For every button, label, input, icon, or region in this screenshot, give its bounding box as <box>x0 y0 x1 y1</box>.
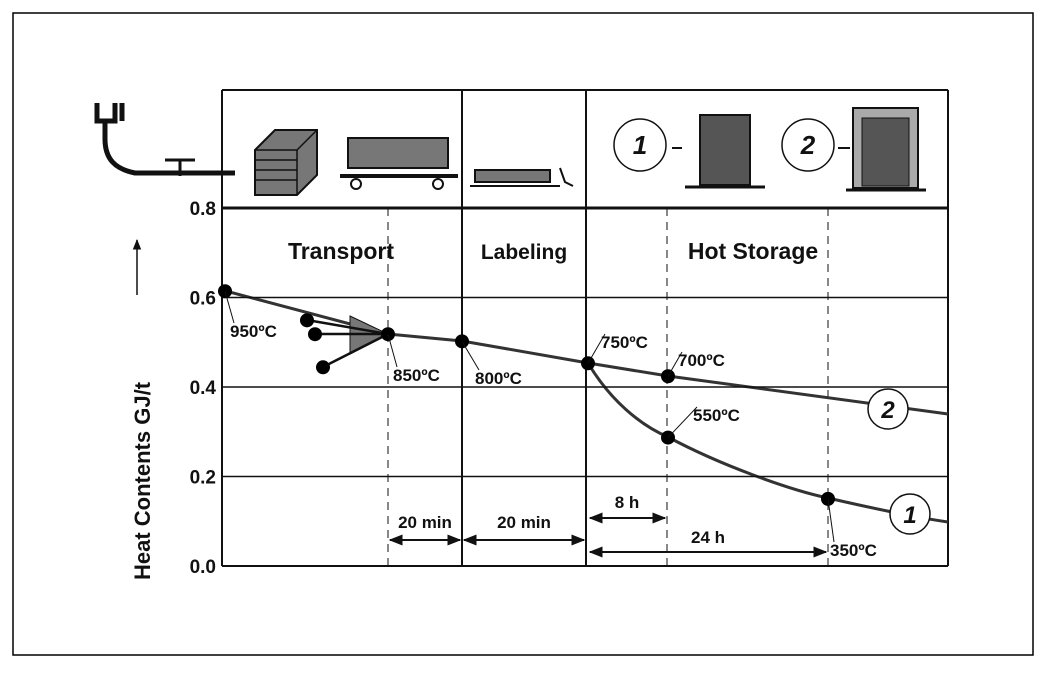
duration-label: 24 h <box>691 528 725 547</box>
y-tick-label: 0.2 <box>190 468 216 489</box>
duration-label: 8 h <box>615 493 640 512</box>
frame <box>12 12 1034 656</box>
temperature-label: 700ºC <box>678 351 725 370</box>
leader-line <box>224 291 235 324</box>
curve-label: 2 <box>880 397 895 424</box>
y-axis-title: Heat Contents GJ/t <box>130 381 155 580</box>
leader-line <box>827 498 835 543</box>
section-label: Labeling <box>481 241 567 264</box>
duration-label: 20 min <box>497 513 551 532</box>
y-tick-label: 0.8 <box>190 199 216 220</box>
leader-line <box>667 406 698 438</box>
temperature-label: 550ºC <box>693 406 740 425</box>
section-label: Transport <box>288 238 394 264</box>
merge-lines <box>306 318 389 369</box>
temperature-label: 950ºC <box>230 322 277 341</box>
curve-marker <box>889 493 931 535</box>
icon-label: 2 <box>800 130 816 160</box>
temperature-label: 800ºC <box>475 369 522 388</box>
data-point <box>308 327 322 342</box>
temperature-label: 350ºC <box>830 541 877 560</box>
curve-marker <box>867 388 909 430</box>
duration-arrows <box>388 512 828 558</box>
data-point <box>316 360 330 375</box>
section-label: Hot Storage <box>688 238 818 264</box>
icon-label: 1 <box>633 130 647 160</box>
y-tick-label: 0.4 <box>190 378 217 399</box>
temperature-label: 750ºC <box>601 333 648 352</box>
plot-frame <box>221 90 949 567</box>
leader-line <box>461 341 480 371</box>
duration-label: 20 min <box>398 513 452 532</box>
data-point <box>300 313 314 328</box>
leader-line <box>587 333 606 364</box>
leader-line <box>667 351 683 377</box>
y-tick-label: 0.6 <box>190 289 216 310</box>
temperature-label: 850ºC <box>393 366 440 385</box>
leader-line <box>387 334 398 368</box>
y-tick-label: 0.0 <box>190 557 216 578</box>
curve-label: 1 <box>903 502 916 529</box>
pictogram-row <box>94 89 949 208</box>
